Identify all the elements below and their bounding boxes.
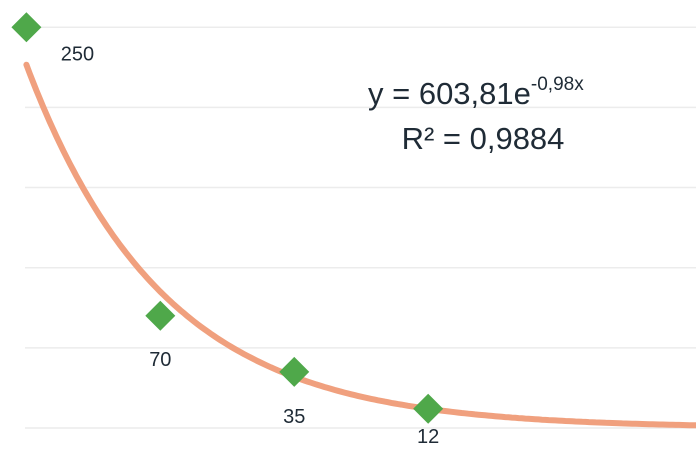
marker bbox=[145, 300, 176, 331]
data-label: 35 bbox=[283, 406, 305, 428]
r-squared: R² = 0,9884 bbox=[402, 121, 565, 156]
equation: y = 603,81e-0,98x bbox=[368, 74, 584, 111]
data-label: 12 bbox=[417, 426, 439, 448]
trendline bbox=[23, 61, 696, 429]
marker bbox=[11, 12, 42, 43]
data-label: 250 bbox=[61, 44, 94, 66]
plot: 250 70 35 12 bbox=[11, 12, 696, 448]
data-label: 70 bbox=[149, 349, 171, 371]
equation-main: y = 603,81e bbox=[368, 76, 531, 111]
equation-exponent: -0,98x bbox=[531, 74, 584, 95]
marker bbox=[413, 393, 444, 424]
marker bbox=[279, 356, 310, 387]
